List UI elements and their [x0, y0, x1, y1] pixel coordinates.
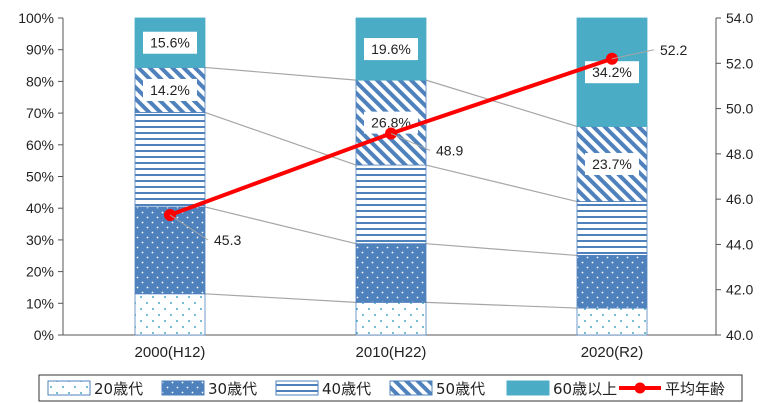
bar-label: 19.6%	[371, 41, 411, 57]
y-left-tick-label: 80%	[26, 73, 54, 89]
y-left-tick-label: 10%	[26, 295, 54, 311]
legend-swatch	[47, 380, 91, 396]
y-right-tick-label: 44.0	[726, 236, 753, 252]
bar-label-box	[143, 78, 197, 101]
y-right-tick-label: 52.0	[726, 55, 753, 71]
legend-label: 平均年齢	[665, 380, 725, 398]
y-axis-right: 40.0 42.0 44.0 46.0 48.0 50.0 52.0 54.0	[715, 10, 753, 343]
bar-label-box	[364, 38, 418, 61]
x-category-label: 2000(H12)	[135, 344, 206, 361]
legend-label: 40歳代	[322, 380, 371, 398]
bar-label-box	[143, 31, 197, 54]
y-right-tick-label: 40.0	[726, 327, 753, 343]
y-right-tick-label: 54.0	[726, 10, 753, 26]
connector-line	[425, 79, 578, 127]
connector-line	[425, 243, 578, 257]
bar-label-box	[585, 152, 639, 175]
y-left-tick-label: 90%	[26, 42, 54, 58]
legend-line-marker	[634, 382, 646, 394]
y-left-tick-label: 70%	[26, 105, 54, 121]
average-age-leader	[390, 133, 431, 151]
legend-label: 60歳以上	[553, 380, 617, 398]
legend-swatch	[506, 380, 550, 396]
average-age-label: 45.3	[214, 232, 241, 248]
connector-line	[204, 66, 357, 81]
bar-label: 14.2%	[150, 82, 190, 98]
y-right-tick-label: 42.0	[726, 282, 753, 298]
bar-segment	[355, 164, 427, 245]
y-left-tick-label: 20%	[26, 264, 54, 280]
average-age-line: 45.3 48.9 52.2	[164, 42, 687, 248]
legend-swatch	[275, 380, 319, 396]
connector-line	[425, 301, 578, 309]
average-age-leader	[611, 49, 655, 60]
average-age-leader	[169, 214, 209, 241]
bar-segment	[134, 293, 206, 336]
y-left-tick-label: 100%	[18, 10, 54, 26]
y-left-tick-label: 30%	[26, 232, 54, 248]
x-category-label: 2020(R2)	[581, 344, 644, 361]
stacked-bars	[134, 17, 648, 336]
y-left-tick-label: 40%	[26, 200, 54, 216]
bar-segment	[355, 301, 427, 336]
y-right-tick-label: 50.0	[726, 101, 753, 117]
bar-label: 23.7%	[592, 156, 632, 172]
bar-label: 26.8%	[371, 115, 411, 131]
legend-swatch	[389, 380, 433, 396]
bar-label: 34.2%	[592, 64, 632, 80]
bar-segment	[355, 243, 427, 303]
y-left-tick-label: 50%	[26, 169, 54, 185]
legend-label: 20歳代	[94, 380, 143, 398]
legend-label: 30歳代	[208, 380, 257, 398]
legend-label: 50歳代	[436, 380, 485, 398]
bar-segment	[134, 206, 206, 295]
legend: 20歳代 30歳代 40歳代 50歳代 60歳以上 平均年齢	[38, 374, 743, 402]
x-category-label: 2010(H22)	[356, 344, 427, 361]
y-right-tick-label: 46.0	[726, 191, 753, 207]
bar-segment	[576, 201, 648, 256]
y-right-tick-label: 48.0	[726, 146, 753, 162]
bar-label: 15.6%	[150, 35, 190, 51]
legend-swatch	[161, 380, 205, 396]
connector-line	[204, 206, 357, 245]
connector-line	[204, 111, 357, 166]
connector-line	[204, 293, 357, 303]
average-age-label: 48.9	[436, 142, 463, 158]
bar-segment	[576, 307, 648, 336]
bar-segment	[134, 112, 206, 208]
bar-label-box	[585, 61, 639, 84]
x-axis-categories: 2000(H12) 2010(H22) 2020(R2)	[135, 344, 644, 361]
bar-segment	[576, 255, 648, 309]
y-left-tick-label: 0%	[34, 327, 54, 343]
y-left-tick-label: 60%	[26, 137, 54, 153]
average-age-label: 52.2	[660, 42, 687, 58]
connector-line	[425, 164, 578, 203]
